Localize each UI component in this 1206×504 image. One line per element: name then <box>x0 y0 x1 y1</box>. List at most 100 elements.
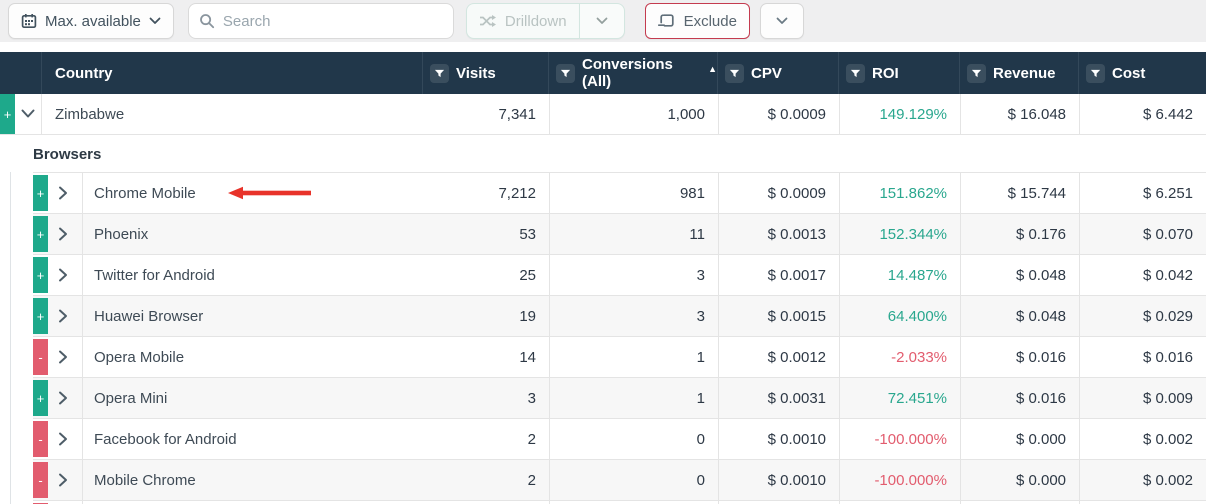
visits-cell: 3 <box>527 389 536 407</box>
expander-cell: + <box>0 94 42 134</box>
cpv-cell: $ 0.0010 <box>718 419 839 459</box>
chevron-right-icon[interactable] <box>57 431 69 447</box>
drilldown-dropdown-button[interactable] <box>578 3 625 39</box>
expander-cell: - <box>33 419 83 459</box>
browser-row[interactable]: - Facebook for Android 2 0 $ 0.0010 -100… <box>33 419 1206 460</box>
chevron-down-icon <box>149 17 161 25</box>
column-label: Country <box>55 64 113 82</box>
column-label: Visits <box>456 64 496 82</box>
filter-funnel-icon[interactable] <box>846 63 865 83</box>
conversions-cell: 1 <box>549 378 718 418</box>
visits-cell: 7,341 <box>498 105 536 123</box>
browser-name: Chrome Mobile <box>94 184 196 202</box>
cpv-cell: $ 0.0009 <box>718 94 839 134</box>
revenue-cell: $ 0.176 <box>960 214 1079 254</box>
cpv-cell: $ 0.0017 <box>718 255 839 295</box>
country-row[interactable]: + Zimbabwe 7,341 1,000 $ 0.0009 149.129%… <box>0 94 1206 135</box>
column-header-cpv[interactable]: CPV <box>718 52 839 94</box>
visits-cell: 2 <box>527 430 536 448</box>
chevron-right-icon[interactable] <box>57 226 69 242</box>
chevron-right-icon[interactable] <box>57 267 69 283</box>
visits-cell: 14 <box>519 348 536 366</box>
filter-funnel-icon[interactable] <box>1086 63 1105 83</box>
cpv-cell: $ 0.0031 <box>718 378 839 418</box>
filter-funnel-icon[interactable] <box>556 63 575 83</box>
browser-name: Mobile Chrome <box>94 471 196 489</box>
revenue-cell: $ 0.000 <box>960 419 1079 459</box>
chevron-right-icon[interactable] <box>57 308 69 324</box>
column-header-cost[interactable]: Cost <box>1079 52 1206 94</box>
column-label: Revenue <box>993 64 1056 82</box>
chevron-down-icon[interactable] <box>20 108 36 120</box>
revenue-cell <box>960 501 1079 504</box>
cost-cell: $ 0.002 <box>1079 419 1206 459</box>
revenue-cell: $ 0.000 <box>960 460 1079 500</box>
search-input[interactable] <box>187 3 454 39</box>
conversions-cell: 1 <box>549 337 718 377</box>
column-header-roi[interactable]: ROI <box>839 52 960 94</box>
revenue-cell: $ 0.048 <box>960 255 1079 295</box>
conversions-cell: 11 <box>549 214 718 254</box>
chevron-down-icon <box>776 17 788 25</box>
column-header-country[interactable]: Country <box>42 52 423 94</box>
roi-cell: 149.129% <box>839 94 960 134</box>
column-header-visits[interactable]: Visits <box>423 52 549 94</box>
browser-name-cell: Chrome Mobile <box>83 173 423 213</box>
browser-row[interactable]: + Huawei Browser 19 3 $ 0.0015 64.400% $… <box>33 296 1206 337</box>
drilldown-button-group: Drilldown <box>465 3 625 39</box>
search-icon <box>199 13 215 29</box>
revenue-cell: $ 0.016 <box>960 337 1079 377</box>
browser-name: Phoenix <box>94 225 149 243</box>
cost-cell: $ 0.029 <box>1079 296 1206 336</box>
expander-cell: - <box>33 460 83 500</box>
conversion-indicator: + <box>33 175 48 211</box>
roi-cell: 151.862% <box>839 173 960 213</box>
conversions-cell: 0 <box>549 460 718 500</box>
browser-row[interactable]: + Chrome Mobile 7,212 981 $ 0.0009 151.8… <box>33 173 1206 214</box>
browser-name-cell: Twitter for Android <box>83 255 423 295</box>
drilldown-button[interactable]: Drilldown <box>465 3 579 39</box>
cpv-cell: $ 0.0012 <box>718 337 839 377</box>
expander-cell: + <box>33 173 83 213</box>
browser-name: Twitter for Android <box>94 266 215 284</box>
expander-cell: - <box>33 337 83 377</box>
visits-cell: 19 <box>519 307 536 325</box>
cost-cell: $ 0.016 <box>1079 337 1206 377</box>
roi-cell: -100.000% <box>839 460 960 500</box>
chevron-right-icon[interactable] <box>57 349 69 365</box>
conversion-indicator: + <box>33 257 48 293</box>
calendar-icon <box>21 13 37 29</box>
exclude-button-group: Exclude <box>644 3 804 39</box>
exclude-button[interactable]: Exclude <box>644 3 750 39</box>
drilldown-label: Drilldown <box>504 12 567 30</box>
filter-funnel-icon[interactable] <box>725 63 744 83</box>
browser-row[interactable]: - Mobile Chrome 2 0 $ 0.0010 -100.000% $… <box>33 460 1206 501</box>
browser-row[interactable]: + Opera Mini 3 1 $ 0.0031 72.451% $ 0.01… <box>33 378 1206 419</box>
column-header-revenue[interactable]: Revenue <box>960 52 1079 94</box>
exclude-dropdown-button[interactable] <box>759 3 804 39</box>
cpv-cell: $ 0.0010 <box>718 460 839 500</box>
expander-cell: + <box>33 214 83 254</box>
browser-row[interactable]: + Phoenix 53 11 $ 0.0013 152.344% $ 0.17… <box>33 214 1206 255</box>
roi-cell: -100.000% <box>839 419 960 459</box>
browser-row[interactable]: - Opera Mobile 14 1 $ 0.0012 -2.033% $ 0… <box>33 337 1206 378</box>
expander-cell: + <box>33 296 83 336</box>
conversion-indicator: - <box>33 421 48 457</box>
chevron-right-icon[interactable] <box>57 185 69 201</box>
filter-funnel-icon[interactable] <box>430 63 449 83</box>
date-range-button[interactable]: Max. available <box>8 3 174 39</box>
column-header-conversions[interactable]: Conversions (All) ▲ <box>549 52 718 94</box>
browser-name-cell: Huawei Browser <box>83 296 423 336</box>
annotation-arrow <box>228 186 312 200</box>
browser-name-cell: Opera Mobile <box>83 337 423 377</box>
filter-funnel-icon[interactable] <box>967 63 986 83</box>
chevron-right-icon[interactable] <box>57 390 69 406</box>
browser-row[interactable]: + Twitter for Android 25 3 $ 0.0017 14.4… <box>33 255 1206 296</box>
visits-cell: 25 <box>519 266 536 284</box>
chevron-right-icon[interactable] <box>57 472 69 488</box>
browser-name-cell: Opera Mini <box>83 378 423 418</box>
shuffle-icon <box>479 14 496 28</box>
conversion-indicator: - <box>33 462 48 498</box>
column-label: ROI <box>872 64 899 82</box>
